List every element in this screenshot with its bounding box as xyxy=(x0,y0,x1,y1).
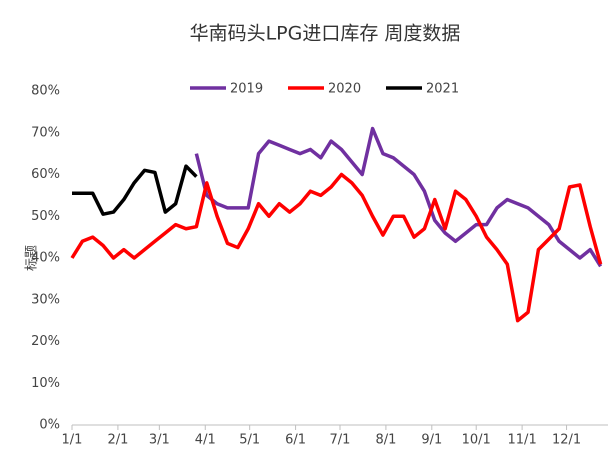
x-tick-label: 2/1 xyxy=(107,433,128,448)
x-tick-label: 8/1 xyxy=(375,433,396,448)
x-tick-label: 9/1 xyxy=(421,433,442,448)
legend-label: 2019 xyxy=(230,82,263,97)
legend-label: 2020 xyxy=(328,82,361,97)
y-tick-label: 40% xyxy=(31,251,60,266)
y-axis-label: 标题 xyxy=(25,245,40,271)
x-tick-label: 4/1 xyxy=(195,433,216,448)
x-tick-label: 5/1 xyxy=(239,433,260,448)
x-tick-label: 7/1 xyxy=(330,433,351,448)
series-line xyxy=(70,172,603,323)
chart-title: 华南码头LPG进口库存 周度数据 xyxy=(190,23,461,45)
series-line xyxy=(72,164,198,216)
x-tick-label: 6/1 xyxy=(285,433,306,448)
x-tick-label: 1/1 xyxy=(62,433,83,448)
y-tick-label: 10% xyxy=(31,376,60,391)
x-tick-label: 12/1 xyxy=(552,433,581,448)
y-tick-label: 80% xyxy=(31,84,60,99)
series-line xyxy=(194,126,603,268)
y-tick-label: 20% xyxy=(31,334,60,349)
x-tick-label: 3/1 xyxy=(149,433,170,448)
legend-label: 2021 xyxy=(426,82,459,97)
x-tick-label: 11/1 xyxy=(508,433,537,448)
y-tick-label: 70% xyxy=(31,125,60,140)
y-tick-label: 30% xyxy=(31,292,60,307)
x-tick-label: 10/1 xyxy=(462,433,491,448)
y-tick-label: 50% xyxy=(31,209,60,224)
y-tick-label: 0% xyxy=(39,418,60,433)
y-tick-label: 60% xyxy=(31,167,60,182)
